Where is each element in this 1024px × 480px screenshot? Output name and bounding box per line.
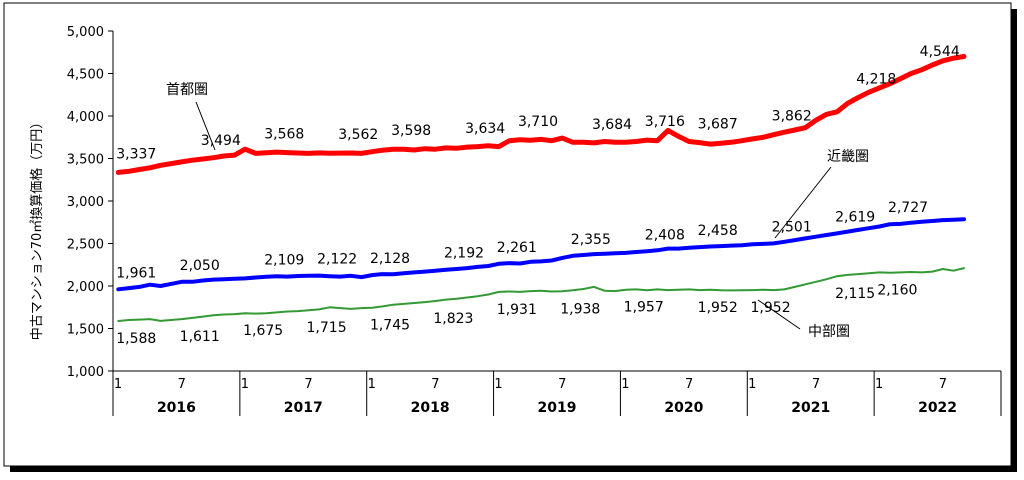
x-month-label: 7 [431,377,439,392]
data-labels: 3,337 3,494 3,568 3,562 3,598 3,634 3,710 3,684… [116,44,960,347]
data-label: 1,588 [116,331,156,347]
x-year-label: 2018 [411,400,450,416]
data-label: 1,675 [243,323,283,339]
x-month-label: 7 [812,377,820,392]
data-label: 1,931 [497,302,537,318]
data-label: 2,619 [835,209,875,225]
data-label: 3,862 [772,109,812,125]
data-label: 2,115 [835,286,875,302]
y-tick-label: 2,000 [67,280,104,295]
series-name-shutoken: 首都圏 [166,82,208,98]
frame-border [3,2,1012,467]
x-month-label: 1 [494,377,502,392]
leader-line-kinki [774,166,832,239]
y-tick-label: 2,500 [67,238,104,253]
y-tick-label: 1,500 [67,323,104,338]
x-month-label: 7 [178,377,186,392]
data-label: 3,684 [592,117,632,133]
data-label: 2,408 [645,227,685,243]
data-label: 1,961 [116,265,156,281]
y-tick-label: 4,500 [67,68,104,83]
x-month-label: 1 [368,377,376,392]
y-tick-label: 3,500 [67,153,104,168]
data-label: 3,687 [698,117,738,133]
x-month-label: 1 [748,377,756,392]
leader-line-chubu [757,299,801,330]
data-label: 2,050 [180,258,220,274]
x-year-label: 2016 [157,400,196,416]
data-label: 2,160 [877,282,917,298]
data-label: 1,611 [180,329,220,345]
data-label: 1,957 [624,300,664,316]
y-tick-label: 4,000 [67,110,104,125]
data-label: 2,192 [444,246,484,262]
x-month-label: 7 [304,377,312,392]
data-label: 2,122 [317,252,357,268]
data-label: 2,355 [571,232,611,248]
y-tick-label: 1,000 [67,365,104,380]
x-year-label: 2019 [538,400,577,416]
data-label: 2,261 [497,240,537,256]
data-label: 2,501 [772,219,812,235]
x-month-label: 1 [241,377,249,392]
series-line-shutoken [115,54,967,175]
series-layer [115,54,967,322]
data-label: 2,458 [698,223,738,239]
data-label: 3,337 [116,146,156,162]
data-label: 3,598 [391,123,431,139]
data-label: 2,128 [370,251,410,267]
series-name-chubu: 中部圏 [808,324,850,340]
x-year-label: 2021 [791,400,830,416]
data-label: 3,716 [645,114,685,130]
data-label: 2,109 [264,253,304,269]
x-year-label: 2020 [664,400,703,416]
series-line-kinki [116,217,966,292]
data-label: 3,494 [201,133,241,149]
data-label: 3,710 [518,114,558,130]
x-year-label: 2022 [918,400,957,416]
axes: 1,000 1,500 2,000 2,500 3,000 3,500 4,000 4,500… [67,25,1002,416]
x-month-label: 7 [558,377,566,392]
y-axis-title: 中古マンション70㎡換算価格（万円） [29,116,45,341]
x-year-label: 2017 [284,400,323,416]
leader-line-shutoken [195,101,216,151]
data-label: 1,715 [307,320,347,336]
data-label: 3,568 [264,127,304,143]
data-label: 3,634 [465,121,505,137]
data-label: 3,562 [338,127,378,143]
series-name-kinki: 近畿圏 [827,149,869,165]
data-label: 4,544 [920,44,960,60]
data-label: 1,938 [560,301,600,317]
data-label: 4,218 [856,71,896,87]
y-tick-label: 3,000 [67,195,104,210]
data-label: 1,745 [370,318,410,334]
series-line-chubu [117,267,965,322]
y-tick-label: 5,000 [67,25,104,40]
x-month-label: 1 [875,377,883,392]
data-label: 1,823 [433,311,473,327]
data-label: 1,952 [698,300,738,316]
x-month-label: 1 [621,377,629,392]
data-label: 2,727 [888,200,928,216]
x-month-label: 1 [114,377,122,392]
x-month-label: 7 [939,377,947,392]
x-month-label: 7 [685,377,693,392]
